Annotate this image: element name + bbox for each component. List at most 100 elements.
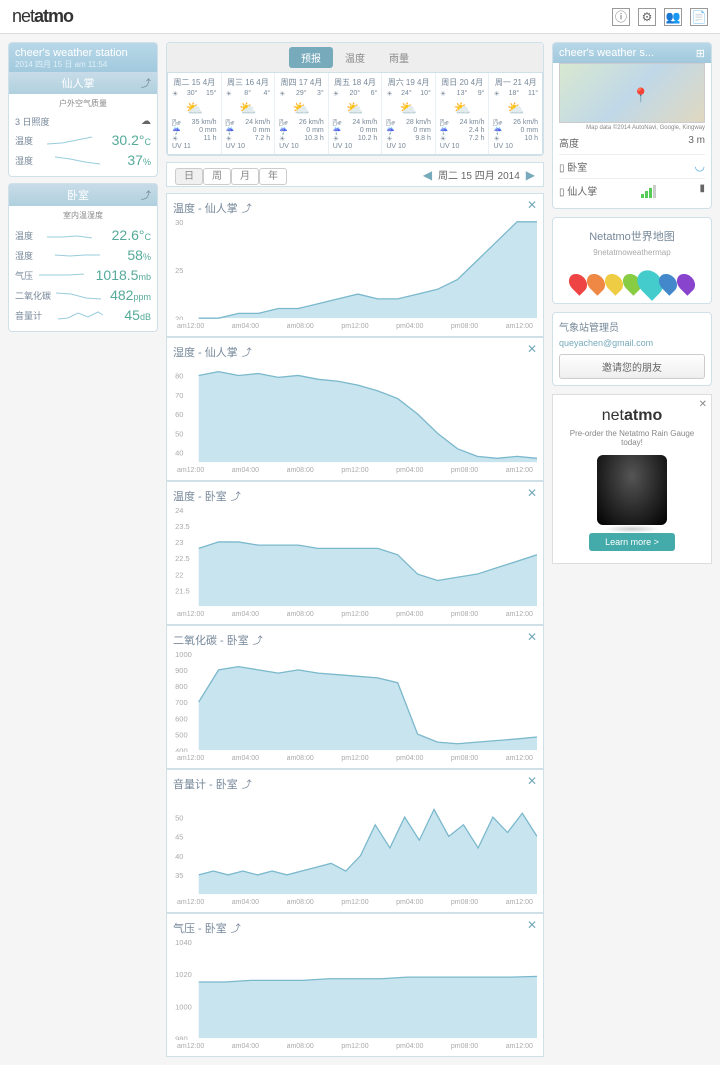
doc-icon[interactable]: 📄 [690, 8, 708, 26]
chart-xaxis: am12:00am04:00am08:00pm12:00pm04:00pm08:… [173, 611, 537, 618]
station-time: 2014 四月 15 日 am 11:54 [15, 59, 151, 70]
share-icon[interactable]: ⤴ [242, 348, 252, 359]
chart-xaxis: am12:00am04:00am08:00pm12:00pm04:00pm08:… [173, 899, 537, 906]
layout-icon[interactable]: ⊞ [696, 47, 705, 60]
chart-title: 气压 - 卧室⤴ [173, 920, 537, 936]
svg-text:400: 400 [175, 746, 188, 752]
main-tab-2[interactable]: 雨量 [377, 47, 421, 68]
svg-text:25: 25 [175, 266, 183, 275]
chart-svg: 35404550 [173, 796, 537, 896]
svg-text:40: 40 [175, 449, 183, 458]
module1-title: 仙人掌⤴ [9, 72, 157, 94]
close-icon[interactable]: ✕ [527, 198, 537, 212]
map[interactable]: 📍 [559, 63, 705, 123]
svg-text:700: 700 [175, 698, 188, 707]
station-panel: cheer's weather station 2014 四月 15 日 am … [8, 42, 158, 177]
share-icon[interactable]: ⤴ [253, 636, 263, 647]
admin-panel: 气象站管理员 queyachen@gmail.com 邀请您的朋友 [552, 312, 712, 386]
svg-text:60: 60 [175, 410, 183, 419]
learn-more-button[interactable]: Learn more > [589, 533, 675, 551]
forecast-day[interactable]: 周一 21 4月 ☀18°11° ⛅ 🌬26 km/h ☔0 mm ☀10 h … [489, 73, 542, 154]
temp-spark [47, 134, 97, 146]
svg-text:500: 500 [175, 730, 188, 739]
top-header: netatmo ⓘ ⚙ 👥 📄 [0, 0, 720, 34]
logo: netatmo [12, 6, 73, 27]
worldmap-panel[interactable]: Netatmo世界地图 9netatmoweathermap [552, 217, 712, 304]
signal-icon [641, 183, 656, 198]
share-icon[interactable]: ⤴ [141, 75, 151, 90]
svg-text:21.5: 21.5 [175, 586, 190, 595]
chart-panel: 温度 - 卧室⤴ ✕ 21.52222.52323.524 am12:00am0… [166, 481, 544, 625]
ad-product-image [597, 455, 667, 525]
svg-text:800: 800 [175, 682, 188, 691]
forecast-day[interactable]: 周三 16 4月 ☀8°4° ⛅ 🌬24 km/h ☔0 mm ☀7.2 h U… [222, 73, 276, 154]
share-icon[interactable]: ⤴ [231, 924, 241, 935]
forecast-day[interactable]: 周四 17 4月 ☀29°3° ⛅ 🌬26 km/h ☔0 mm ☀10.3 h… [275, 73, 329, 154]
next-arrow-icon[interactable]: ▶ [526, 168, 535, 182]
time-nav: 日周月年 ◀ 周二 15 四月 2014 ▶ [166, 162, 544, 187]
info-icon[interactable]: ⓘ [612, 8, 630, 26]
share-icon[interactable]: ⤴ [242, 204, 252, 215]
time-tab-1[interactable]: 周 [203, 168, 231, 185]
forecast-day[interactable]: 周五 18 4月 ☀20°6° ⛅ 🌬24 km/h ☔0 mm ☀10.2 h… [329, 73, 383, 154]
svg-text:600: 600 [175, 714, 188, 723]
gear-icon[interactable]: ⚙ [638, 8, 656, 26]
svg-text:23: 23 [175, 538, 183, 547]
svg-text:24: 24 [175, 508, 183, 515]
chart-title: 温度 - 仙人掌⤴ [173, 200, 537, 216]
close-icon[interactable]: ✕ [527, 486, 537, 500]
chart-title: 湿度 - 仙人掌⤴ [173, 344, 537, 360]
invite-button[interactable]: 邀请您的朋友 [559, 354, 705, 379]
forecast-day[interactable]: 周二 15 4月 ☀30°15° ⛅ 🌬35 km/h ☔0 mm ☀11 h … [168, 73, 222, 154]
chart-panel: 湿度 - 仙人掌⤴ ✕ 4050607080 am12:00am04:00am0… [166, 337, 544, 481]
module-icon: ▯ [559, 163, 565, 174]
close-icon[interactable]: ✕ [699, 399, 707, 410]
chart-title: 音量计 - 卧室⤴ [173, 776, 537, 792]
share-icon[interactable]: ⤴ [231, 492, 241, 503]
chart-xaxis: am12:00am04:00am08:00pm12:00pm04:00pm08:… [173, 467, 537, 474]
chart-panel: 温度 - 仙人掌⤴ ✕ 202530 am12:00am04:00am08:00… [166, 193, 544, 337]
chart-svg: 4005006007008009001000 [173, 652, 537, 752]
close-icon[interactable]: ✕ [527, 342, 537, 356]
station-header: cheer's weather station 2014 四月 15 日 am … [9, 43, 157, 74]
prev-arrow-icon[interactable]: ◀ [423, 168, 432, 182]
time-tab-3[interactable]: 年 [259, 168, 287, 185]
share-icon[interactable]: ⤴ [242, 780, 252, 791]
chart-title: 二氧化碳 - 卧室⤴ [173, 632, 537, 648]
svg-text:50: 50 [175, 813, 183, 822]
close-icon[interactable]: ✕ [527, 630, 537, 644]
module2-sub: 室内温湿度 [15, 210, 151, 221]
worldmap-sub: 9netatmoweathermap [559, 248, 705, 257]
svg-text:70: 70 [175, 391, 183, 400]
module1-sub: 户外空气质量 [15, 98, 151, 109]
users-icon[interactable]: 👥 [664, 8, 682, 26]
ad-panel: ✕ netatmo Pre-order the Netatmo Rain Gau… [552, 394, 712, 564]
time-tab-2[interactable]: 月 [231, 168, 259, 185]
svg-text:900: 900 [175, 666, 188, 675]
time-tab-0[interactable]: 日 [175, 168, 203, 185]
altitude-label: 高度 [559, 135, 579, 150]
admin-email: queyachen@gmail.com [559, 338, 705, 348]
main-tab-1[interactable]: 温度 [333, 47, 377, 68]
header-icons: ⓘ ⚙ 👥 📄 [612, 8, 708, 26]
svg-text:23.5: 23.5 [175, 522, 190, 531]
svg-text:30: 30 [175, 220, 183, 227]
module2-title: 卧室⤴ [9, 184, 157, 206]
ad-text: Pre-order the Netatmo Rain Gauge today! [565, 429, 699, 447]
station-name: cheer's weather station [15, 47, 128, 59]
module-icon: ▯ [559, 187, 565, 198]
forecast-day[interactable]: 周六 19 4月 ☀24°10° ⛅ 🌬28 km/h ☔0 mm ☀9.8 h… [382, 73, 436, 154]
worldmap-image [559, 257, 705, 297]
chart-xaxis: am12:00am04:00am08:00pm12:00pm04:00pm08:… [173, 1043, 537, 1050]
station-short: cheer's weather s... [559, 47, 654, 59]
main-tab-0[interactable]: 预报 [289, 47, 333, 68]
right-station-panel: cheer's weather s... ⊞ 📍 Map data ©2014 … [552, 42, 712, 209]
sunlight-label: 3 日照度 [15, 115, 50, 128]
share-icon[interactable]: ⤴ [141, 187, 151, 202]
chart-panel: 二氧化碳 - 卧室⤴ ✕ 4005006007008009001000 am12… [166, 625, 544, 769]
main-tabs: 预报温度雨量 [167, 43, 543, 72]
close-icon[interactable]: ✕ [527, 918, 537, 932]
cloud-icon: ☁ [141, 116, 151, 127]
close-icon[interactable]: ✕ [527, 774, 537, 788]
forecast-day[interactable]: 周日 20 4月 ☀13°9° ⛅ 🌬24 km/h ☔2.4 h ☀7.2 h… [436, 73, 490, 154]
